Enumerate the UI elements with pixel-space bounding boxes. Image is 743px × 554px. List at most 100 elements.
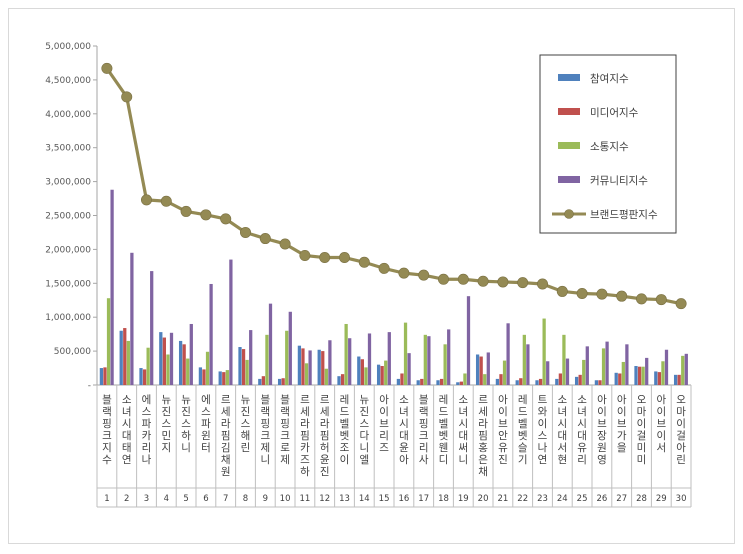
category-label-char: 태 — [122, 442, 132, 454]
bar-커뮤니티지수 — [407, 353, 411, 385]
category-label-char: 에 — [142, 394, 152, 406]
point-브랜드평판지수 — [655, 294, 667, 306]
category-label-char: 대 — [577, 430, 587, 442]
bar-미디어지수 — [142, 369, 147, 385]
bar-소통지수 — [106, 298, 111, 385]
category-label-char: 랙 — [419, 406, 429, 418]
bar-미디어지수 — [519, 378, 523, 385]
bar-소통지수 — [225, 370, 229, 385]
bar-소통지수 — [562, 334, 566, 385]
category-label-char: 소 — [458, 394, 468, 406]
point-브랜드평판지수 — [616, 290, 628, 302]
bar-소통지수 — [463, 373, 467, 385]
category-label-char: 김 — [221, 442, 231, 454]
category-label-char: 윤 — [320, 454, 330, 466]
bar-커뮤니티지수 — [526, 344, 530, 385]
y-tick-label: 3,000,000 — [45, 178, 91, 188]
category-label-char: 나 — [538, 442, 548, 454]
category-label-char: 유 — [577, 442, 587, 454]
category-label-char: 리 — [419, 442, 429, 454]
category-label-char: 스 — [538, 430, 548, 442]
y-tick-label: 4,500,000 — [45, 76, 91, 86]
bar-참여지수 — [634, 366, 638, 385]
category-label-char: 스 — [201, 406, 211, 418]
category-label-char: 홍 — [478, 441, 488, 454]
bar-미디어지수 — [538, 378, 543, 385]
category-label-char: 진 — [241, 406, 251, 418]
y-tick-label: 2,000,000 — [45, 245, 91, 255]
category-label-char: 오 — [637, 394, 647, 406]
point-브랜드평판지수 — [398, 267, 410, 279]
category-label-char: 아 — [597, 394, 607, 406]
category-label-char: 레 — [518, 394, 528, 406]
bar-미디어지수 — [182, 344, 186, 385]
category-label-char: 블 — [419, 394, 429, 406]
rank-label: 29 — [656, 494, 667, 504]
bar-미디어지수 — [479, 356, 483, 385]
bar-소통지수 — [423, 334, 427, 385]
point-브랜드평판지수 — [101, 62, 113, 74]
bar-소통지수 — [205, 351, 210, 385]
rank-label: 17 — [418, 494, 429, 504]
category-label-char: 크 — [260, 430, 270, 442]
rank-label: 16 — [398, 494, 409, 504]
bar-미디어지수 — [578, 374, 582, 385]
category-label-char: 브 — [656, 418, 666, 430]
category-label-char: 아 — [379, 394, 389, 406]
rank-label: 19 — [458, 494, 469, 504]
point-브랜드평판지수 — [556, 285, 568, 297]
category-label-char: 대 — [557, 430, 567, 442]
category-label-char: 소 — [399, 394, 409, 406]
bar-커뮤니티지수 — [506, 323, 510, 385]
y-tick-label: 500,000 — [54, 347, 91, 357]
point-브랜드평판지수 — [121, 91, 133, 103]
bar-소통지수 — [285, 330, 289, 385]
category-label-char: 르 — [300, 394, 310, 406]
category-label-char: 아 — [617, 394, 627, 406]
category-label-char: 터 — [201, 442, 211, 454]
bar-커뮤니티지수 — [169, 332, 174, 385]
category-label-char: 대 — [458, 430, 468, 442]
category-label-char: 걸 — [637, 429, 647, 442]
category-label-char: 랙 — [260, 406, 270, 418]
rank-label: 20 — [478, 494, 489, 504]
category-label-char: 미 — [637, 454, 647, 466]
rank-label: 22 — [517, 494, 528, 504]
category-label-char: 써 — [458, 442, 468, 454]
bar-소통지수 — [166, 354, 170, 385]
point-브랜드평판지수 — [141, 194, 153, 206]
bar-커뮤니티지수 — [447, 329, 451, 385]
category-label-char: 하 — [300, 465, 310, 478]
category-label-char: 니 — [458, 454, 468, 466]
bar-참여지수 — [159, 332, 163, 385]
rank-label: 28 — [636, 494, 647, 504]
category-label-char: 녀 — [458, 406, 468, 418]
category-label-char: 슬 — [518, 442, 528, 454]
y-tick-label: 1,500,000 — [45, 279, 91, 289]
bar-참여지수 — [436, 380, 440, 385]
category-label-char: 랙 — [280, 406, 290, 418]
bar-참여지수 — [535, 380, 539, 385]
category-label-char: 소 — [122, 394, 132, 406]
category-label-char: 리 — [142, 442, 152, 454]
category-label-char: 이 — [597, 406, 607, 418]
point-브랜드평판지수 — [517, 277, 529, 289]
rank-label: 27 — [616, 494, 627, 504]
category-label-char: 이 — [379, 406, 389, 418]
bar-커뮤니티지수 — [348, 338, 352, 385]
bar-커뮤니티지수 — [684, 353, 688, 385]
bar-미디어지수 — [677, 374, 681, 385]
bar-참여지수 — [357, 356, 361, 385]
bar-미디어지수 — [162, 337, 166, 385]
category-label-char: 벨 — [439, 418, 449, 430]
y-tick-label: 1,000,000 — [45, 313, 91, 323]
bar-참여지수 — [119, 330, 123, 385]
category-label-char: 진 — [498, 454, 508, 466]
rank-label: 21 — [497, 494, 508, 504]
bar-미디어지수 — [202, 369, 206, 385]
category-label-char: 스 — [161, 418, 171, 430]
bar-소통지수 — [582, 359, 586, 385]
category-label-char: 핌 — [478, 430, 488, 442]
rank-label: 12 — [319, 494, 330, 504]
